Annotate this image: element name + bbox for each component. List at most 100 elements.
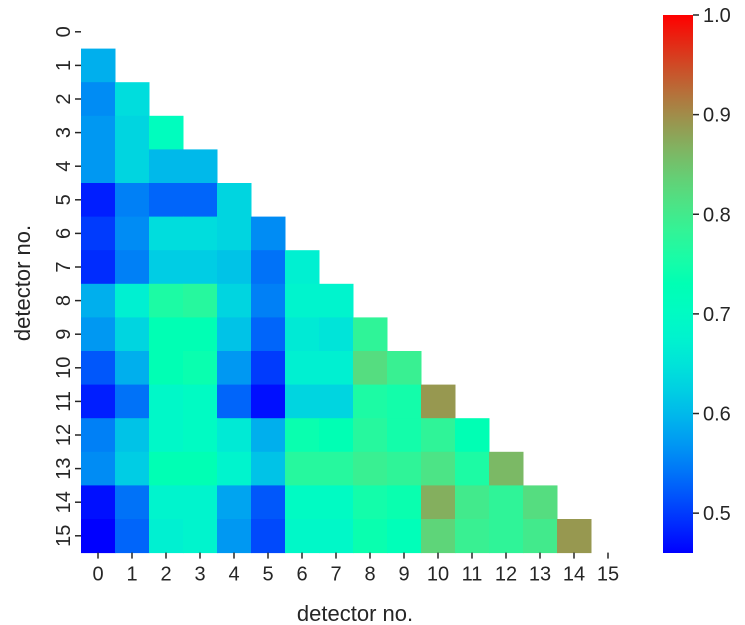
x-tick-label: 13 <box>529 564 551 586</box>
heatmap-cell-12-2 <box>149 418 184 453</box>
heatmap-cell-15-11 <box>455 519 490 554</box>
heatmap-cell-1-0 <box>81 48 116 83</box>
heatmap-cell-8-4 <box>217 283 252 318</box>
heatmap-cell-11-4 <box>217 384 252 419</box>
heatmap-cell-14-13 <box>523 485 558 520</box>
x-tick-label: 1 <box>126 564 137 586</box>
heatmap-cell-10-9 <box>387 351 422 386</box>
heatmap-cell-14-8 <box>353 485 388 520</box>
heatmap-cell-3-2 <box>149 115 184 150</box>
x-tick-label: 10 <box>427 564 449 586</box>
heatmap-cell-5-0 <box>81 183 116 218</box>
x-tick-label: 5 <box>262 564 273 586</box>
heatmap-cell-7-6 <box>285 250 320 285</box>
heatmap-cell-5-3 <box>183 183 218 218</box>
heatmap-cell-4-3 <box>183 149 218 184</box>
x-tick-label: 0 <box>92 564 103 586</box>
heatmap-cell-9-1 <box>115 317 150 352</box>
heatmap-cell-3-0 <box>81 115 116 150</box>
heatmap-cell-10-0 <box>81 351 116 386</box>
heatmap-cell-2-1 <box>115 82 150 117</box>
heatmap-cell-4-1 <box>115 149 150 184</box>
heatmap-cell-8-5 <box>251 283 286 318</box>
heatmap-cell-5-2 <box>149 183 184 218</box>
heatmap-cell-12-1 <box>115 418 150 453</box>
heatmap-cell-15-9 <box>387 519 422 554</box>
heatmap-cell-15-3 <box>183 519 218 554</box>
heatmap-cell-9-5 <box>251 317 286 352</box>
heatmap-cell-10-4 <box>217 351 252 386</box>
heatmap-cell-7-3 <box>183 250 218 285</box>
heatmap-cell-13-0 <box>81 451 116 486</box>
y-tick-label: 6 <box>53 228 75 239</box>
heatmap-cell-15-14 <box>557 519 592 554</box>
heatmap-cell-11-8 <box>353 384 388 419</box>
heatmap-cell-12-6 <box>285 418 320 453</box>
y-tick-label: 0 <box>53 26 75 37</box>
x-tick-label: 8 <box>364 564 375 586</box>
heatmap-cell-14-12 <box>489 485 524 520</box>
heatmap-cell-12-10 <box>421 418 456 453</box>
heatmap-cell-8-3 <box>183 283 218 318</box>
heatmap-cell-7-2 <box>149 250 184 285</box>
x-tick-label: 6 <box>296 564 307 586</box>
heatmap-cell-6-0 <box>81 216 116 251</box>
heatmap-cell-8-6 <box>285 283 320 318</box>
heatmap-cell-13-4 <box>217 451 252 486</box>
heatmap-cell-5-4 <box>217 183 252 218</box>
heatmap-cell-13-9 <box>387 451 422 486</box>
heatmap-cell-15-13 <box>523 519 558 554</box>
y-tick-label: 9 <box>53 329 75 340</box>
heatmap-cell-11-5 <box>251 384 286 419</box>
heatmap-cell-14-1 <box>115 485 150 520</box>
y-tick-label: 14 <box>53 491 75 513</box>
heatmap-cell-2-0 <box>81 82 116 117</box>
y-tick-label: 7 <box>53 261 75 272</box>
heatmap-cell-15-1 <box>115 519 150 554</box>
heatmap-cell-12-7 <box>319 418 354 453</box>
heatmap-cell-11-9 <box>387 384 422 419</box>
x-tick-label: 12 <box>495 564 517 586</box>
heatmap-cell-12-11 <box>455 418 490 453</box>
heatmap-cell-15-2 <box>149 519 184 554</box>
heatmap-cell-9-2 <box>149 317 184 352</box>
heatmap-cells <box>81 48 592 554</box>
heatmap-cell-6-5 <box>251 216 286 251</box>
x-tick-label: 15 <box>597 564 619 586</box>
heatmap-cell-8-0 <box>81 283 116 318</box>
colorbar-tick-label: 1.0 <box>703 5 731 27</box>
heatmap-cell-14-3 <box>183 485 218 520</box>
y-tick-label: 4 <box>53 161 75 172</box>
heatmap-cell-11-2 <box>149 384 184 419</box>
heatmap-cell-9-3 <box>183 317 218 352</box>
heatmap-cell-6-1 <box>115 216 150 251</box>
heatmap-cell-9-0 <box>81 317 116 352</box>
heatmap-cell-13-6 <box>285 451 320 486</box>
heatmap-cell-15-12 <box>489 519 524 554</box>
colorbar-tick-label: 0.5 <box>703 503 731 525</box>
heatmap-cell-13-5 <box>251 451 286 486</box>
heatmap-cell-10-1 <box>115 351 150 386</box>
y-tick-label: 15 <box>53 525 75 547</box>
y-tick-label: 3 <box>53 127 75 138</box>
heatmap-cell-9-4 <box>217 317 252 352</box>
heatmap-cell-15-6 <box>285 519 320 554</box>
heatmap-cell-5-1 <box>115 183 150 218</box>
y-tick-label: 10 <box>53 357 75 379</box>
heatmap-cell-14-6 <box>285 485 320 520</box>
heatmap-cell-6-2 <box>149 216 184 251</box>
heatmap-cell-15-7 <box>319 519 354 554</box>
colorbar <box>663 15 693 553</box>
heatmap-cell-14-10 <box>421 485 456 520</box>
x-tick-label: 14 <box>563 564 585 586</box>
heatmap-cell-10-7 <box>319 351 354 386</box>
heatmap-cell-14-4 <box>217 485 252 520</box>
heatmap-cell-12-0 <box>81 418 116 453</box>
heatmap-cell-13-1 <box>115 451 150 486</box>
x-tick-label: 4 <box>228 564 239 586</box>
heatmap-cell-12-9 <box>387 418 422 453</box>
heatmap-cell-6-4 <box>217 216 252 251</box>
heatmap-cell-9-6 <box>285 317 320 352</box>
heatmap-cell-8-7 <box>319 283 354 318</box>
